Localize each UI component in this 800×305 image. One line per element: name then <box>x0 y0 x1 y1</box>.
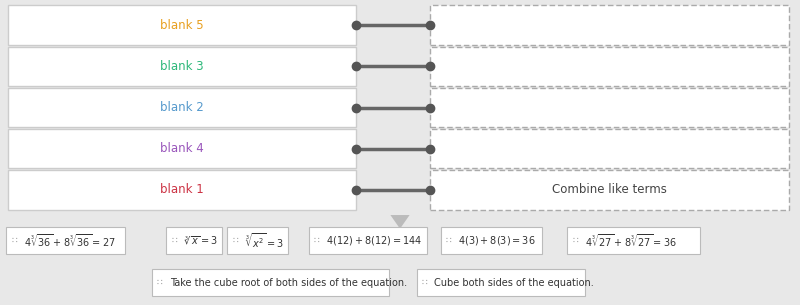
FancyBboxPatch shape <box>430 5 789 45</box>
Text: ∷: ∷ <box>157 278 162 287</box>
FancyBboxPatch shape <box>8 129 356 168</box>
Text: $4\sqrt[3]{36}+8\sqrt[3]{36}=27$: $4\sqrt[3]{36}+8\sqrt[3]{36}=27$ <box>24 232 116 249</box>
FancyBboxPatch shape <box>417 269 585 296</box>
Text: ∷: ∷ <box>572 236 578 245</box>
Text: ∷: ∷ <box>11 236 17 245</box>
FancyBboxPatch shape <box>8 47 356 86</box>
Text: $4\sqrt[3]{27}+8\sqrt[3]{27}=36$: $4\sqrt[3]{27}+8\sqrt[3]{27}=36$ <box>585 232 677 249</box>
FancyBboxPatch shape <box>227 227 288 254</box>
FancyBboxPatch shape <box>166 227 222 254</box>
Text: Take the cube root of both sides of the equation.: Take the cube root of both sides of the … <box>170 278 406 288</box>
FancyBboxPatch shape <box>152 269 389 296</box>
FancyBboxPatch shape <box>441 227 542 254</box>
Text: ∷: ∷ <box>314 236 319 245</box>
Text: Cube both sides of the equation.: Cube both sides of the equation. <box>434 278 594 288</box>
Text: $4(12)+8(12)=144$: $4(12)+8(12)=144$ <box>326 234 422 247</box>
FancyBboxPatch shape <box>8 88 356 127</box>
Text: ∷: ∷ <box>422 278 427 287</box>
Text: blank 3: blank 3 <box>160 60 204 73</box>
Polygon shape <box>390 215 410 229</box>
Text: ∷: ∷ <box>232 236 238 245</box>
Text: ∷: ∷ <box>171 236 177 245</box>
FancyBboxPatch shape <box>8 5 356 45</box>
FancyBboxPatch shape <box>430 170 789 210</box>
Text: $\sqrt[3]{x}=3$: $\sqrt[3]{x}=3$ <box>184 234 218 247</box>
FancyBboxPatch shape <box>309 227 427 254</box>
FancyBboxPatch shape <box>6 227 125 254</box>
Text: blank 2: blank 2 <box>160 101 204 114</box>
Text: ∷: ∷ <box>446 236 451 245</box>
Text: blank 5: blank 5 <box>160 19 204 32</box>
Text: $4(3)+8(3)=36$: $4(3)+8(3)=36$ <box>458 234 536 247</box>
FancyBboxPatch shape <box>430 47 789 86</box>
Text: $\sqrt[3]{x^2}=3$: $\sqrt[3]{x^2}=3$ <box>245 231 284 249</box>
Text: blank 4: blank 4 <box>160 142 204 155</box>
Text: blank 1: blank 1 <box>160 183 204 196</box>
FancyBboxPatch shape <box>567 227 700 254</box>
FancyBboxPatch shape <box>8 170 356 210</box>
FancyBboxPatch shape <box>430 129 789 168</box>
Text: Combine like terms: Combine like terms <box>552 183 667 196</box>
FancyBboxPatch shape <box>430 88 789 127</box>
